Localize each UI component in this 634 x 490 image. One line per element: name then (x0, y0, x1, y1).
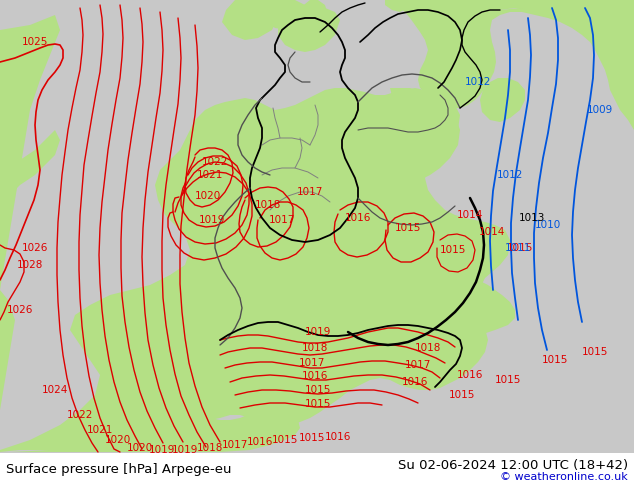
Text: Surface pressure [hPa] Arpege-eu: Surface pressure [hPa] Arpege-eu (6, 463, 231, 476)
Polygon shape (222, 0, 278, 40)
Text: 1012: 1012 (465, 77, 491, 87)
Text: 1015: 1015 (299, 433, 325, 443)
Polygon shape (0, 290, 15, 410)
Text: 1009: 1009 (587, 105, 613, 115)
Text: 1016: 1016 (302, 371, 328, 381)
Text: 1015: 1015 (395, 223, 421, 233)
Text: 1014: 1014 (479, 227, 505, 237)
Polygon shape (378, 88, 460, 182)
Text: 1025: 1025 (22, 37, 48, 47)
Text: 1016: 1016 (402, 377, 428, 387)
Text: 1016: 1016 (457, 370, 483, 380)
Polygon shape (200, 280, 515, 350)
Text: 1019: 1019 (199, 215, 225, 225)
Polygon shape (0, 15, 60, 290)
Text: Su 02-06-2024 12:00 UTC (18+42): Su 02-06-2024 12:00 UTC (18+42) (398, 459, 628, 472)
Text: 1017: 1017 (222, 440, 248, 450)
Text: 1019: 1019 (149, 445, 175, 455)
Text: 1015: 1015 (582, 347, 608, 357)
Text: 1016: 1016 (325, 432, 351, 442)
Text: 1021: 1021 (87, 425, 113, 435)
Polygon shape (0, 130, 60, 200)
Text: 1018: 1018 (415, 343, 441, 353)
Text: 1015: 1015 (495, 375, 521, 385)
Polygon shape (0, 88, 510, 452)
Text: 1017: 1017 (405, 360, 431, 370)
Text: 1020: 1020 (105, 435, 131, 445)
Text: 1020: 1020 (195, 191, 221, 201)
Text: 1018: 1018 (302, 343, 328, 353)
Polygon shape (296, 0, 328, 30)
Text: 1015: 1015 (449, 390, 476, 400)
Text: 1017: 1017 (269, 215, 295, 225)
Text: 1015: 1015 (305, 399, 331, 409)
Polygon shape (385, 0, 634, 130)
Text: 1019: 1019 (305, 327, 331, 337)
Text: 1013: 1013 (519, 213, 545, 223)
Text: 1026: 1026 (22, 243, 48, 253)
Text: 1026: 1026 (7, 305, 33, 315)
Text: 1016: 1016 (247, 437, 273, 447)
Bar (0, 453, 634, 490)
Polygon shape (278, 5, 340, 52)
Text: 1011: 1011 (505, 243, 531, 253)
Text: 1015: 1015 (507, 243, 533, 253)
Text: 1014: 1014 (457, 210, 483, 220)
Text: 1015: 1015 (542, 355, 568, 365)
Text: 1020: 1020 (127, 443, 153, 453)
Text: 1017: 1017 (299, 358, 325, 368)
Polygon shape (250, 0, 308, 30)
Text: 1010: 1010 (535, 220, 561, 230)
Text: 1018: 1018 (255, 200, 281, 210)
Text: 1021: 1021 (197, 170, 223, 180)
Text: 1028: 1028 (17, 260, 43, 270)
Text: 1018: 1018 (197, 443, 223, 453)
Polygon shape (0, 408, 300, 452)
Text: 1015: 1015 (440, 245, 466, 255)
Text: © weatheronline.co.uk: © weatheronline.co.uk (500, 472, 628, 483)
Polygon shape (615, 30, 634, 120)
Text: 1022: 1022 (67, 410, 93, 420)
Text: 1015: 1015 (305, 385, 331, 395)
Text: 1016: 1016 (345, 213, 371, 223)
Text: 1015: 1015 (272, 435, 298, 445)
Polygon shape (480, 78, 525, 122)
Text: 1024: 1024 (42, 385, 68, 395)
Text: 1012: 1012 (497, 170, 523, 180)
Text: 1022: 1022 (202, 157, 228, 167)
Text: 1017: 1017 (297, 187, 323, 197)
Text: 1019: 1019 (172, 445, 198, 455)
Polygon shape (385, 0, 634, 30)
